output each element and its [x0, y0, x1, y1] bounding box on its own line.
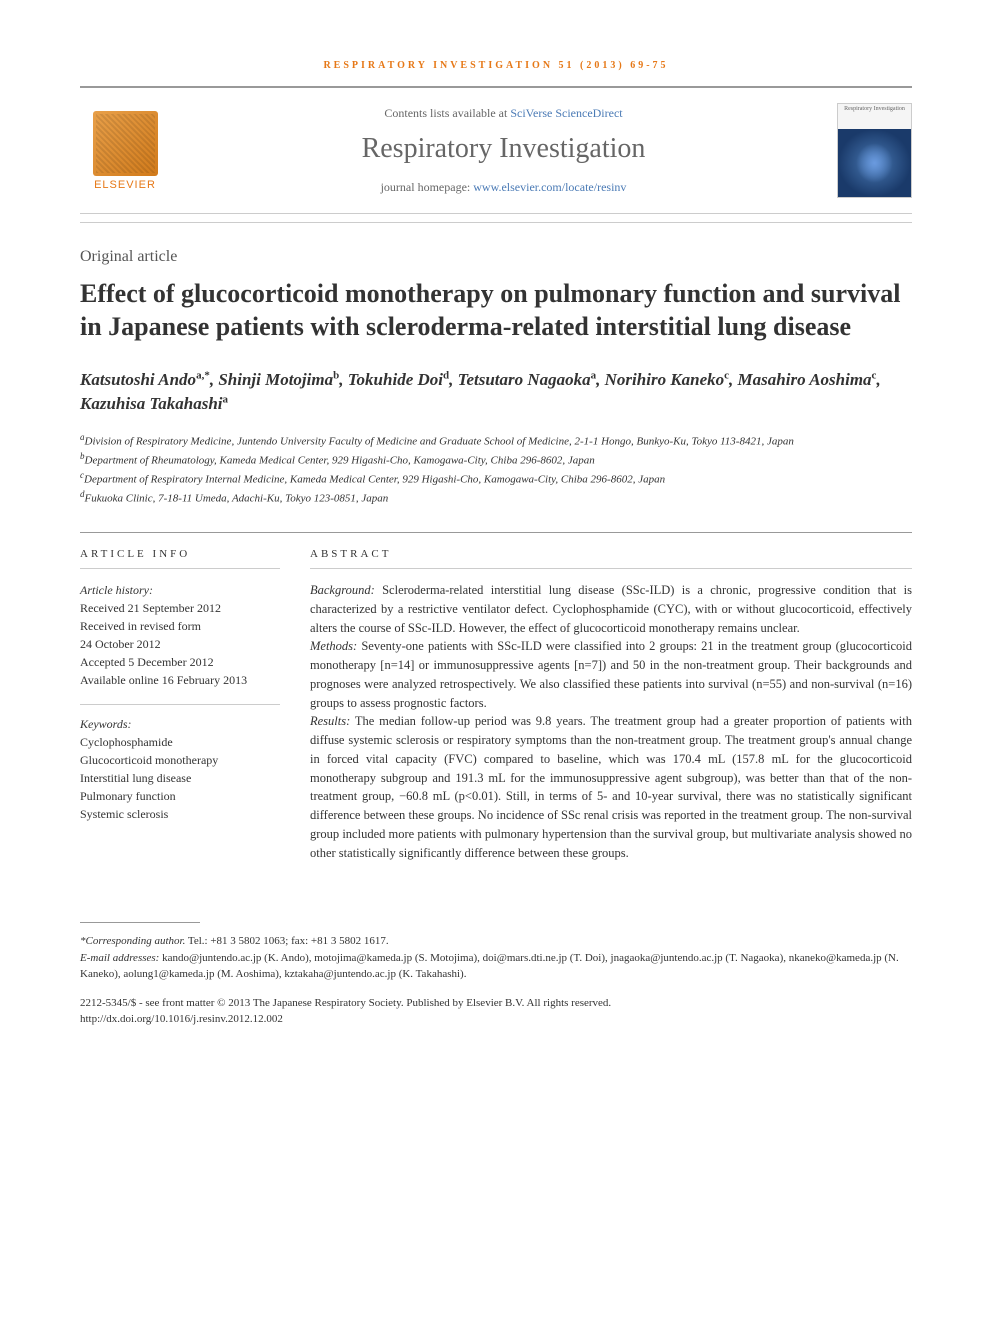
- elsevier-tree-icon: [93, 111, 158, 176]
- author: Norihiro Kanekoc: [605, 370, 729, 389]
- contents-available: Contents lists available at SciVerse Sci…: [190, 106, 817, 121]
- abstract-section-label: Background:: [310, 583, 375, 597]
- journal-name: Respiratory Investigation: [190, 133, 817, 165]
- email-label: E-mail addresses:: [80, 952, 159, 964]
- email-addresses: E-mail addresses: kando@juntendo.ac.jp (…: [80, 950, 912, 983]
- corresponding-text: Tel.: +81 3 5802 1063; fax: +81 3 5802 1…: [185, 935, 388, 947]
- abstract-heading: ABSTRACT: [310, 548, 912, 569]
- history-label: Article history:: [80, 581, 280, 599]
- header-rule: [80, 222, 912, 223]
- keyword: Cyclophosphamide: [80, 733, 280, 751]
- running-head: RESPIRATORY INVESTIGATION 51 (2013) 69-7…: [80, 60, 912, 71]
- journal-header: ELSEVIER Contents lists available at Sci…: [80, 86, 912, 214]
- sciencedirect-link[interactable]: SciVerse ScienceDirect: [510, 106, 622, 120]
- contents-prefix: Contents lists available at: [384, 106, 510, 120]
- history-line: 24 October 2012: [80, 635, 280, 653]
- copyright-block: 2212-5345/$ - see front matter © 2013 Th…: [80, 995, 912, 1028]
- info-abstract-row: ARTICLE INFO Article history: Received 2…: [80, 532, 912, 862]
- author: Tetsutaro Nagaokaa: [458, 370, 597, 389]
- publisher-logo: ELSEVIER: [80, 106, 170, 196]
- keywords-label: Keywords:: [80, 715, 280, 733]
- affiliation: dFukuoka Clinic, 7-18-11 Umeda, Adachi-K…: [80, 488, 912, 507]
- history-line: Received in revised form: [80, 617, 280, 635]
- corresponding-label: *Corresponding author.: [80, 935, 185, 947]
- abstract-section-text: Scleroderma-related interstitial lung di…: [310, 583, 912, 635]
- corresponding-author: *Corresponding author. Tel.: +81 3 5802 …: [80, 933, 912, 950]
- article-title: Effect of glucocorticoid monotherapy on …: [80, 278, 912, 343]
- affiliations-list: aDivision of Respiratory Medicine, Junte…: [80, 431, 912, 508]
- article-info-column: ARTICLE INFO Article history: Received 2…: [80, 548, 280, 862]
- affiliation: bDepartment of Rheumatology, Kameda Medi…: [80, 450, 912, 469]
- article-type: Original article: [80, 248, 912, 266]
- cover-title: Respiratory Investigation: [838, 104, 911, 129]
- abstract-section-text: Seventy-one patients with SSc-ILD were c…: [310, 639, 912, 709]
- authors-list: Katsutoshi Andoa,*, Shinji Motojimab, To…: [80, 368, 912, 416]
- keywords-block: Keywords: CyclophosphamideGlucocorticoid…: [80, 704, 280, 823]
- history-line: Available online 16 February 2013: [80, 671, 280, 689]
- article-history: Article history: Received 21 September 2…: [80, 581, 280, 689]
- journal-homepage: journal homepage: www.elsevier.com/locat…: [190, 180, 817, 195]
- keyword: Systemic sclerosis: [80, 805, 280, 823]
- affiliation: cDepartment of Respiratory Internal Medi…: [80, 469, 912, 488]
- history-line: Accepted 5 December 2012: [80, 653, 280, 671]
- keyword: Interstitial lung disease: [80, 769, 280, 787]
- author: Tokuhide Doid: [348, 370, 449, 389]
- author: Kazuhisa Takahashia: [80, 394, 228, 413]
- history-line: Received 21 September 2012: [80, 599, 280, 617]
- article-info-heading: ARTICLE INFO: [80, 548, 280, 569]
- keyword: Pulmonary function: [80, 787, 280, 805]
- homepage-link[interactable]: www.elsevier.com/locate/resinv: [473, 180, 626, 194]
- copyright-line: 2212-5345/$ - see front matter © 2013 Th…: [80, 995, 912, 1012]
- abstract-section-text: The median follow-up period was 9.8 year…: [310, 714, 912, 859]
- author: Katsutoshi Andoa,*: [80, 370, 210, 389]
- keyword: Glucocorticoid monotherapy: [80, 751, 280, 769]
- affiliation: aDivision of Respiratory Medicine, Junte…: [80, 431, 912, 450]
- journal-cover: Respiratory Investigation: [837, 103, 912, 198]
- footer-separator: [80, 922, 200, 923]
- homepage-prefix: journal homepage:: [381, 180, 474, 194]
- publisher-name: ELSEVIER: [94, 179, 156, 191]
- abstract-column: ABSTRACT Background: Scleroderma-related…: [310, 548, 912, 862]
- abstract-text: Background: Scleroderma-related intersti…: [310, 581, 912, 862]
- header-center: Contents lists available at SciVerse Sci…: [190, 106, 817, 195]
- abstract-section-label: Methods:: [310, 639, 357, 653]
- author: Shinji Motojimab: [218, 370, 339, 389]
- doi-link[interactable]: http://dx.doi.org/10.1016/j.resinv.2012.…: [80, 1011, 912, 1028]
- email-list: kando@juntendo.ac.jp (K. Ando), motojima…: [80, 952, 899, 981]
- cover-image-icon: [838, 129, 911, 197]
- author: Masahiro Aoshimac: [738, 370, 877, 389]
- abstract-section-label: Results:: [310, 714, 350, 728]
